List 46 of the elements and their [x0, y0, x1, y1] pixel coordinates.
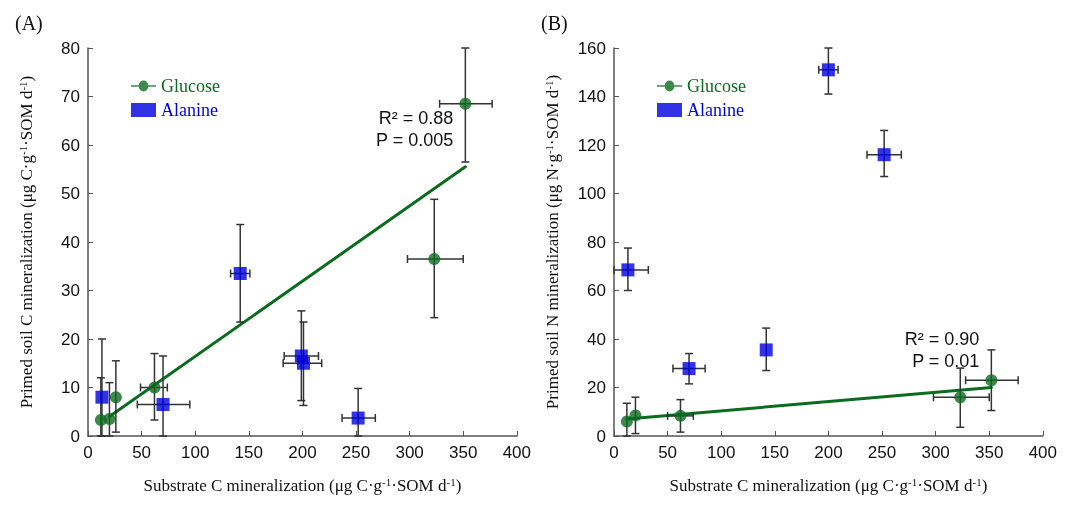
x-tick-label: 200 — [814, 443, 843, 462]
y-tick-label: 80 — [587, 232, 606, 252]
y-tick-label: 40 — [587, 329, 606, 349]
x-tick-label: 150 — [760, 443, 789, 462]
x-tick-label: 0 — [609, 443, 619, 462]
y-axis-title: Primed soil N mineralization (μg N·g-1·SOM d-1) — [542, 74, 562, 410]
y-tick-label: 70 — [61, 87, 80, 106]
legend-label: Glucose — [687, 76, 746, 96]
y-tick-label: 10 — [61, 378, 80, 397]
x-tick-label: 100 — [181, 443, 210, 462]
y-tick-label: 100 — [577, 184, 606, 203]
y-tick-label: 60 — [587, 281, 606, 300]
y-axis-title: Primed soil C mineralization (μg C·g-1·SOM d-1) — [16, 75, 36, 409]
legend-label: Alanine — [687, 100, 744, 120]
y-tick-label: 20 — [61, 329, 80, 349]
y-tick-label: 30 — [61, 281, 80, 300]
y-tick-label: 140 — [577, 87, 606, 106]
x-tick-label: 50 — [132, 443, 152, 462]
x-tick-label: 150 — [234, 443, 263, 462]
y-tick-label: 60 — [61, 135, 80, 155]
x-tick-label: 350 — [975, 443, 1004, 462]
legend-label: Glucose — [161, 76, 220, 96]
y-tick-label: 40 — [61, 232, 80, 252]
x-tick-label: 400 — [502, 443, 532, 462]
y-tick-label: 120 — [577, 135, 606, 155]
x-tick-label: 300 — [921, 443, 950, 462]
x-tick-label: 100 — [707, 443, 736, 462]
x-tick-label: 350 — [449, 443, 478, 462]
chart-title: (A) — [15, 12, 43, 35]
y-tick-label: 80 — [61, 38, 80, 58]
y-tick-label: 0 — [70, 426, 80, 446]
x-tick-label: 250 — [867, 443, 897, 462]
x-tick-label: 400 — [1028, 443, 1058, 462]
y-tick-label: 160 — [577, 38, 606, 58]
chart-title: (B) — [541, 12, 568, 35]
annotation: R² = 0.88 P = 0.005 — [376, 107, 454, 150]
x-tick-label: 250 — [341, 443, 371, 462]
y-tick-label: 20 — [587, 378, 606, 397]
annotation: R² = 0.90 P = 0.01 — [904, 328, 980, 371]
y-tick-label: 50 — [61, 184, 80, 203]
y-tick-label: 0 — [596, 426, 606, 446]
x-tick-label: 50 — [658, 443, 678, 462]
x-tick-label: 0 — [83, 443, 93, 462]
x-tick-label: 300 — [395, 443, 424, 462]
x-tick-label: 200 — [288, 443, 317, 462]
legend-label: Alanine — [161, 100, 218, 120]
